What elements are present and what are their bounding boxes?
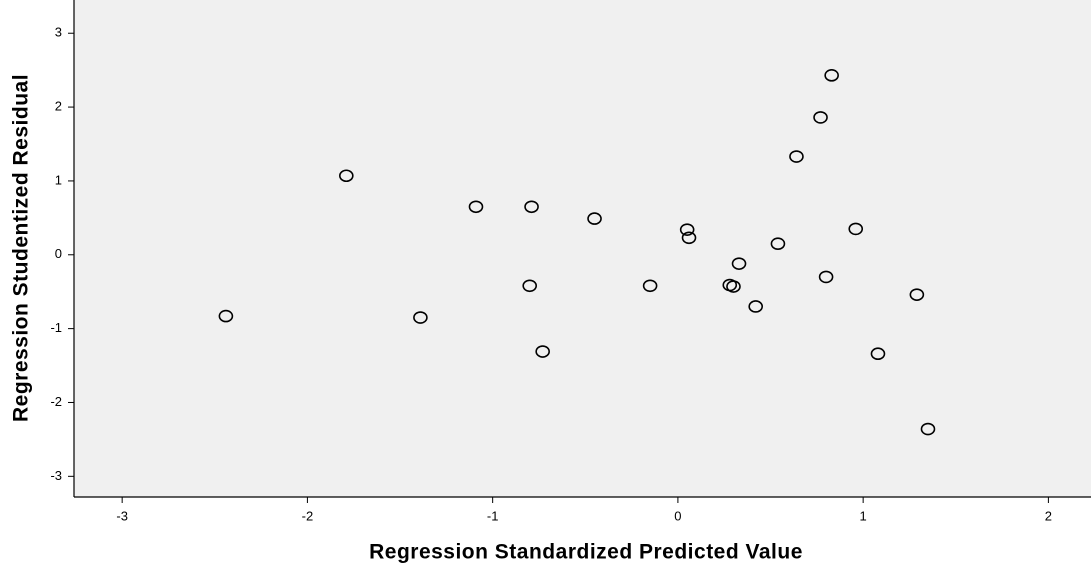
point [731, 257, 747, 270]
y-tick-label: 3 [55, 25, 62, 40]
point [642, 279, 658, 293]
point [813, 111, 828, 124]
x-tick-label: -3 [116, 508, 128, 523]
plot-area [74, 0, 1091, 497]
point [870, 347, 886, 361]
point [920, 422, 936, 436]
x-tick-label: 1 [860, 508, 867, 523]
point [748, 300, 764, 313]
y-tick-label: -3 [50, 468, 62, 483]
point [848, 222, 864, 236]
point [535, 345, 550, 358]
point [770, 237, 786, 250]
x-tick-label: -1 [487, 508, 499, 523]
point [468, 200, 484, 214]
point [339, 169, 354, 183]
point [824, 69, 839, 82]
x-tick-label: 0 [674, 508, 681, 523]
x-tick-label: -2 [302, 508, 314, 523]
point [522, 279, 538, 293]
y-tick-label: 0 [55, 246, 62, 261]
y-tick-label: -2 [50, 394, 62, 409]
y-axis-title: Regression Studentized Residual [10, 74, 33, 422]
point [789, 150, 804, 163]
point [818, 270, 834, 284]
point [587, 212, 602, 225]
point [413, 311, 428, 324]
point [218, 309, 234, 323]
y-tick-label: 2 [55, 99, 62, 114]
y-tick-label: 1 [55, 172, 62, 187]
y-tick-label: -1 [50, 320, 62, 335]
point [726, 280, 741, 293]
point [681, 231, 697, 245]
point [679, 223, 695, 236]
x-axis-title: Regression Standardized Predicted Value [369, 541, 803, 564]
point [524, 200, 539, 214]
point [909, 288, 925, 301]
x-tick-label: 2 [1045, 508, 1052, 523]
